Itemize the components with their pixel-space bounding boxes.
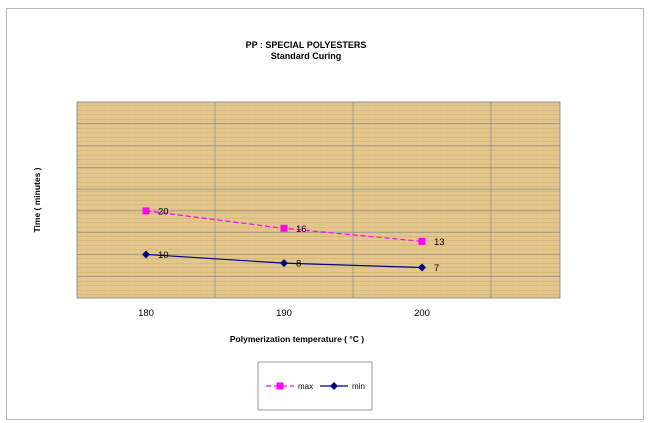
x-tick-label: 190 — [276, 308, 292, 319]
legend-items: max min — [266, 382, 365, 391]
data-point-marker — [280, 224, 288, 232]
data-point-marker — [142, 207, 150, 215]
legend: max min — [257, 361, 373, 411]
series-min: 10 8 7 — [142, 250, 439, 274]
x-tick-labels: 180 190 200 — [138, 308, 430, 319]
data-label: 7 — [434, 263, 439, 274]
data-label: 16 — [296, 224, 307, 235]
plot-area: 20 16 13 10 8 7 — [76, 101, 561, 299]
legend-item-min: min — [320, 382, 365, 391]
chart-frame — [6, 8, 644, 420]
series-max: 20 16 13 — [142, 206, 445, 248]
data-point-marker — [280, 259, 288, 268]
data-label: 8 — [296, 259, 301, 270]
data-point-marker — [418, 263, 426, 272]
legend-item-max: max — [266, 382, 313, 391]
data-label: 20 — [158, 206, 169, 217]
plot-background — [76, 101, 561, 299]
legend-label: min — [352, 382, 365, 391]
x-tick-label: 200 — [414, 308, 430, 319]
series-layer: 20 16 13 10 8 7 — [142, 206, 445, 274]
data-point-marker — [276, 382, 284, 390]
data-label: 13 — [434, 237, 445, 248]
x-tick-label: 180 — [138, 308, 154, 319]
data-point-marker — [142, 250, 150, 259]
data-point-marker — [330, 382, 338, 390]
data-point-marker — [418, 237, 426, 245]
data-label: 10 — [158, 250, 169, 261]
legend-label: max — [298, 382, 313, 391]
x-axis-label: Polymerization temperature ( °C ) — [230, 334, 364, 344]
chart-title: PP : SPECIAL POLYESTERS — [246, 40, 367, 50]
y-axis-label: Time ( minutes ) — [32, 167, 42, 232]
chart-subtitle: Standard Curing — [271, 51, 342, 61]
